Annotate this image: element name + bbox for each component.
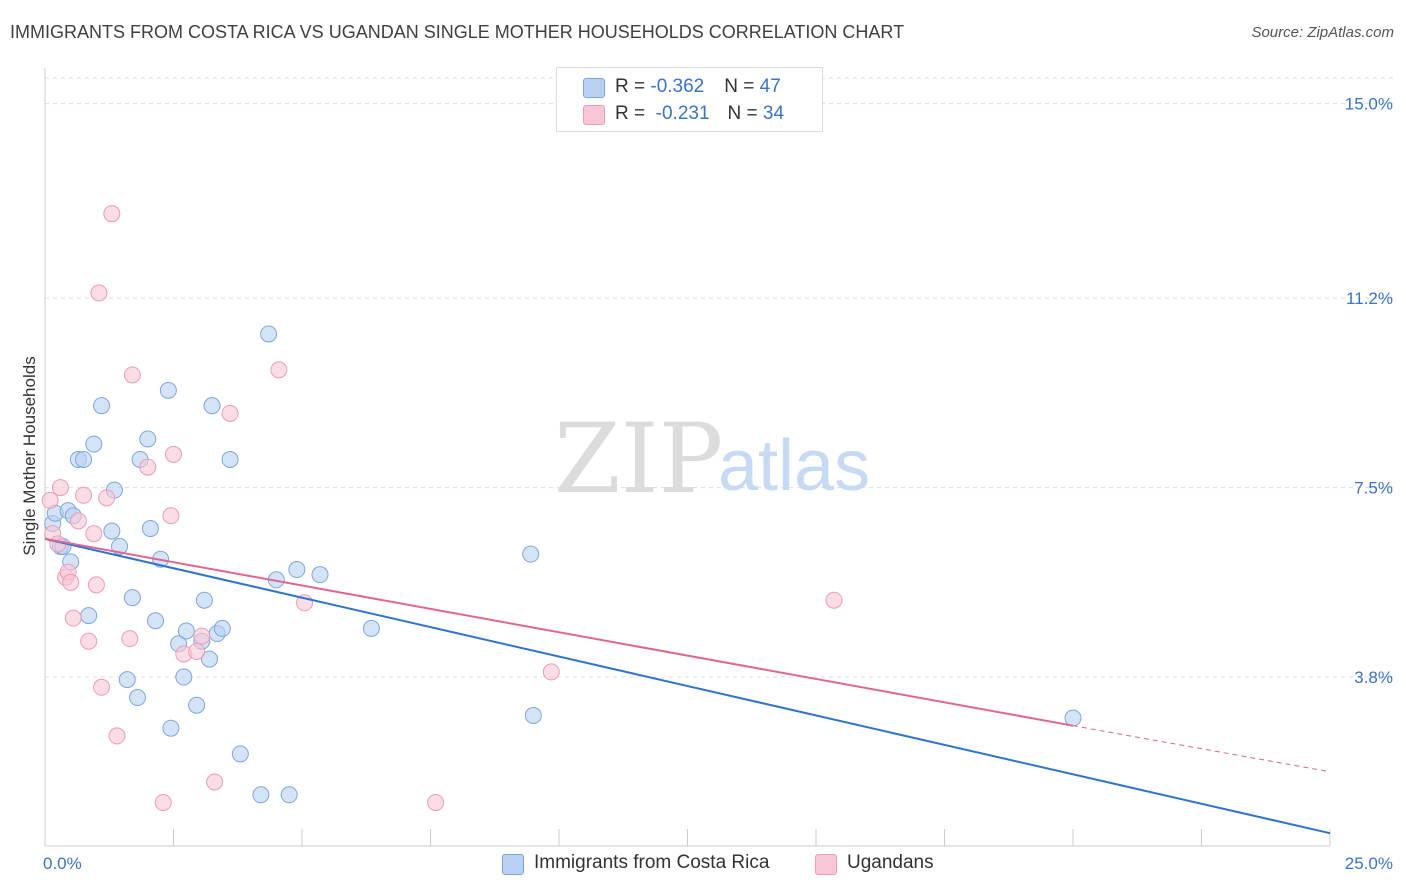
costa-rica-point	[195, 591, 213, 609]
costa-rica-point	[200, 650, 218, 668]
x-tick-label: 25.0%	[1345, 854, 1393, 873]
costa-rica-point	[524, 706, 542, 724]
grid-lines	[45, 77, 1395, 678]
ugandans-point	[62, 573, 80, 591]
ugandans-point	[41, 491, 59, 509]
costa-rica-point	[123, 589, 141, 607]
costa-rica-point	[203, 397, 221, 415]
watermark-atlas: atlas	[718, 426, 870, 506]
ugandans-point	[87, 576, 105, 594]
costa-rica-point	[311, 566, 329, 584]
ugandans-trend-extension	[1072, 725, 1331, 773]
costa-rica-point	[141, 520, 159, 538]
ugandans-point	[221, 404, 239, 422]
ugandans-point	[69, 512, 87, 530]
costa-rica-point	[111, 537, 129, 555]
legend-stats-ugandans: R = -0.231 N = 34	[615, 103, 785, 124]
ugandans-point	[64, 609, 82, 627]
axes	[44, 68, 1331, 847]
costa-rica-point	[162, 719, 180, 737]
costa-rica-point	[188, 696, 206, 714]
costa-rica-point	[213, 619, 231, 637]
ugandans-point	[154, 793, 172, 811]
costa-rica-point	[252, 786, 270, 804]
costa-rica-point	[231, 745, 249, 763]
legend-swatch-blue	[583, 78, 605, 98]
watermark-zip: ZIP	[554, 403, 723, 515]
bottom-legend-label-ugandans: Ugandans	[847, 852, 934, 873]
ugandans-point	[85, 525, 103, 543]
x-tick-label: 0.0%	[43, 854, 82, 873]
costa-rica-point	[80, 607, 98, 625]
ugandans-point	[165, 445, 182, 463]
bottom-legend-label-costa-rica: Immigrants from Costa Rica	[534, 852, 770, 873]
costa-rica-point	[85, 435, 103, 453]
ugandans-point	[80, 632, 98, 650]
ugandans-point	[542, 663, 560, 681]
ugandans-point	[93, 678, 111, 696]
ugandans-point	[427, 793, 445, 811]
trend-lines	[44, 537, 1331, 835]
ugandans-point	[825, 591, 843, 609]
y-tick-label: 7.5%	[1354, 479, 1393, 498]
costa-rica-point	[221, 450, 239, 468]
y-axis-title: Single Mother Households	[20, 356, 39, 556]
costa-rica-point	[175, 668, 193, 686]
ugandans-point	[51, 479, 69, 497]
y-tick-label: 11.2%	[1346, 289, 1393, 308]
costa-rica-point	[177, 622, 195, 640]
ugandans-point	[121, 630, 139, 648]
chart-source: Source: ZipAtlas.com	[1251, 24, 1394, 41]
costa-rica-trend-line	[44, 537, 1331, 835]
chart-title: IMMIGRANTS FROM COSTA RICA VS UGANDAN SI…	[10, 22, 905, 42]
correlation-legend: R = -0.362 N = 47 R = -0.231 N = 34	[556, 67, 823, 132]
costa-rica-point	[1064, 709, 1082, 727]
ugandans-trend-line	[44, 537, 1074, 727]
ugandans-point	[188, 642, 206, 660]
costa-rica-point	[362, 619, 380, 637]
costa-rica-point	[103, 522, 121, 540]
y-tick-label: 3.8%	[1354, 668, 1393, 687]
ugandans-point	[75, 486, 93, 504]
data-points	[41, 205, 1082, 811]
costa-rica-point	[159, 381, 177, 399]
costa-rica-point	[147, 612, 165, 630]
ugandans-point	[206, 773, 224, 791]
bottom-legend-swatch-pink	[815, 854, 837, 875]
ugandans-point	[193, 627, 211, 645]
costa-rica-point	[139, 430, 157, 448]
costa-rica-point	[288, 561, 306, 579]
ugandans-point	[98, 489, 116, 507]
costa-rica-point	[75, 450, 93, 468]
ugandans-point	[162, 507, 180, 525]
costa-rica-point	[260, 325, 278, 343]
costa-rica-point	[280, 786, 298, 804]
ugandans-point	[123, 366, 141, 384]
ugandans-point	[139, 458, 157, 476]
costa-rica-point	[118, 671, 136, 689]
legend-swatch-pink	[583, 105, 605, 125]
legend-stats-costa-rica: R = -0.362 N = 47	[615, 76, 781, 97]
bottom-legend-swatch-blue	[502, 854, 524, 875]
costa-rica-point	[93, 397, 111, 415]
ugandans-point	[90, 284, 108, 302]
costa-rica-point	[522, 545, 540, 563]
ugandans-point	[103, 205, 121, 223]
costa-rica-point	[129, 689, 147, 707]
ugandans-point	[270, 361, 288, 379]
tick-labels: 3.8% 7.5% 11.2% 15.0% 0.0% 25.0%	[43, 95, 1393, 873]
ugandans-point	[108, 727, 126, 745]
y-tick-label: 15.0%	[1345, 95, 1393, 114]
